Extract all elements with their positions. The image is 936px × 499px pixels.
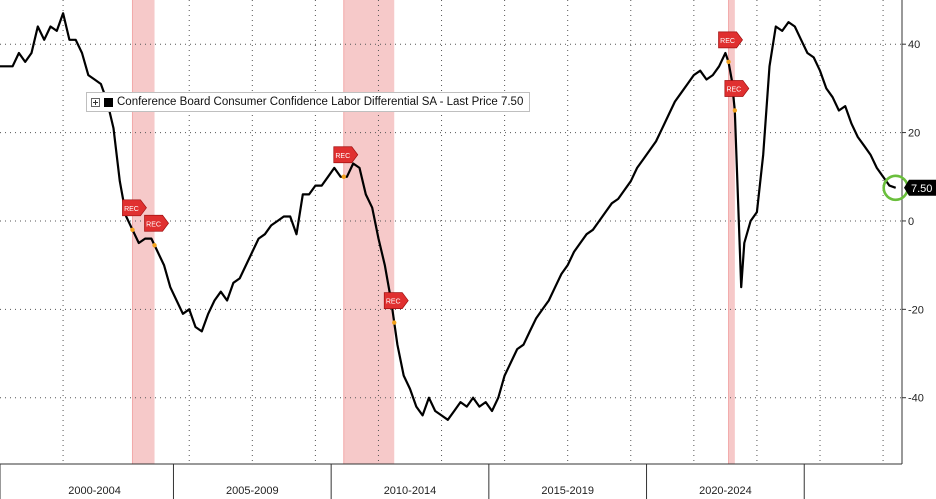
recession-band-3 (728, 0, 735, 464)
recession-dot (152, 243, 157, 248)
series-line (0, 12, 897, 421)
rec-marker: REC (333, 146, 359, 164)
x-tick-label: 2000-2004 (68, 485, 121, 497)
x-tick-label: 2020-2024 (699, 485, 752, 497)
legend: Conference Board Consumer Confidence Lab… (86, 92, 531, 112)
recession-markers: REC REC REC REC REC REC (122, 31, 750, 325)
recession-bands (131, 0, 735, 464)
grid-lines (0, 0, 902, 464)
recession-band-2 (343, 0, 395, 464)
y-tick-label: -20 (908, 304, 924, 316)
rec-marker-label: REC (720, 38, 735, 45)
rec-marker-shape (724, 80, 750, 97)
recession-dot (392, 320, 397, 325)
recession-dot (341, 174, 346, 179)
y-tick-label: -40 (908, 393, 924, 405)
rec-marker-label: REC (386, 299, 401, 306)
recession-band-1 (132, 0, 155, 464)
recession-dot (130, 227, 135, 232)
x-tick-label: 2015-2019 (541, 485, 594, 497)
rec-marker: REC (383, 292, 409, 309)
y-tick-label: 20 (908, 128, 920, 140)
rec-marker: REC (718, 31, 743, 49)
rec-marker-shape (122, 199, 147, 217)
rec-marker-shape (383, 292, 409, 309)
y-tick-label: 40 (908, 39, 920, 51)
rec-marker-label: REC (335, 153, 350, 160)
badge-value: 7.50 (911, 183, 932, 195)
x-tick-label: 2005-2009 (226, 485, 279, 497)
rec-marker-shape (144, 214, 169, 232)
badge-shape (904, 179, 936, 196)
legend-label: Conference Board Consumer Confidence Lab… (117, 96, 524, 108)
rec-marker: REC (122, 199, 147, 217)
y-tick-label: 0 (908, 216, 914, 228)
recession-dot (726, 59, 731, 65)
rec-marker-shape (333, 146, 359, 164)
last-price-badge: 7.50 (904, 179, 936, 196)
rec-marker-shape (718, 31, 743, 49)
rec-marker: REC (144, 214, 169, 232)
rec-marker-label: REC (146, 221, 161, 228)
x-tick-label: 2010-2014 (384, 485, 437, 497)
rec-marker: REC (724, 80, 750, 97)
rec-marker-label: REC (124, 206, 139, 213)
expand-icon[interactable] (91, 97, 100, 107)
rec-marker-label: REC (726, 86, 741, 93)
recession-dot (732, 108, 738, 113)
series-swatch (104, 97, 113, 107)
